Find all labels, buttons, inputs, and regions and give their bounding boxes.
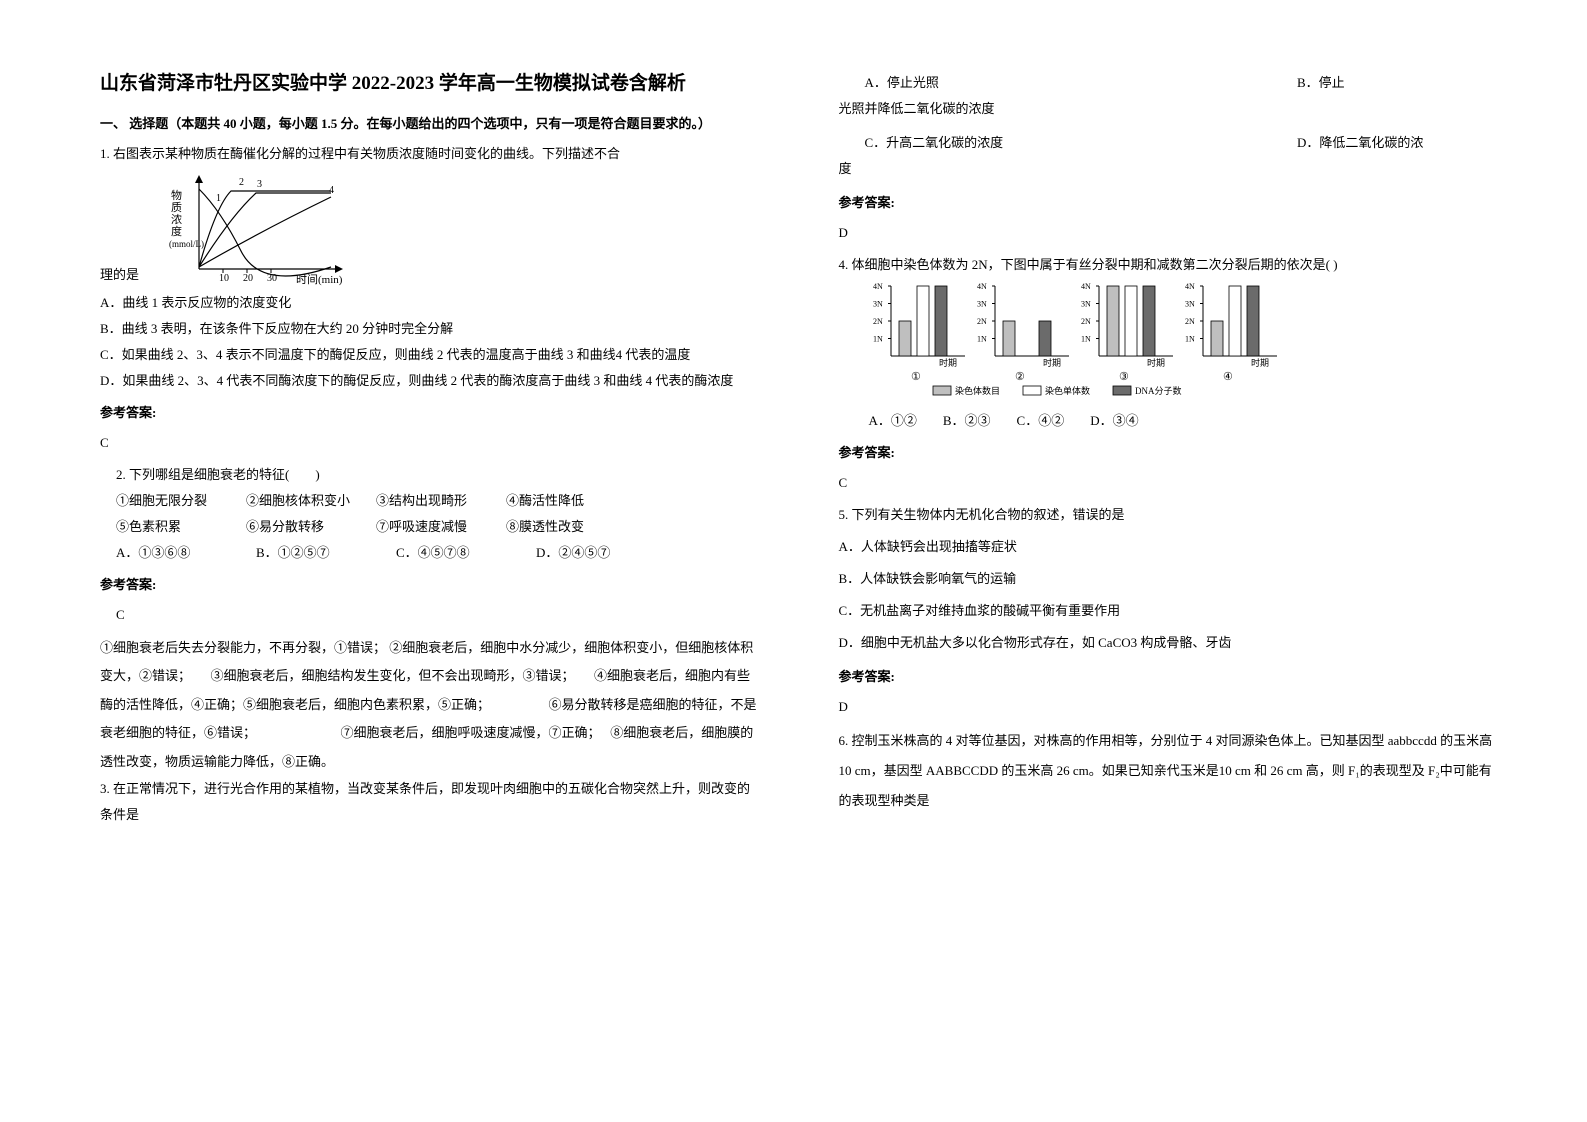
svg-text:4N: 4N bbox=[977, 282, 987, 291]
q4-ans: C bbox=[839, 470, 1498, 496]
svg-text:质: 质 bbox=[171, 201, 182, 214]
svg-text:20: 20 bbox=[243, 273, 253, 284]
q3-optB-text-1: 停止 bbox=[1319, 75, 1345, 90]
q5-optA: A．人体缺钙会出现抽搐等症状 bbox=[839, 534, 1498, 560]
q2-item4: ④酶活性降低 bbox=[506, 488, 636, 514]
svg-text:4: 4 bbox=[329, 185, 334, 196]
q2-stem: 2. 下列哪组是细胞衰老的特征( ) bbox=[116, 462, 759, 488]
q3-optA-label: A． bbox=[865, 75, 887, 90]
svg-text:2N: 2N bbox=[977, 317, 987, 326]
svg-text:②: ② bbox=[1015, 371, 1025, 383]
svg-text:2N: 2N bbox=[1081, 317, 1091, 326]
svg-text:4N: 4N bbox=[1081, 282, 1091, 291]
svg-text:3N: 3N bbox=[977, 300, 987, 309]
q1-ans: C bbox=[100, 430, 759, 456]
q3-stem: 3. 在正常情况下，进行光合作用的某植物，当改变某条件后，即发现叶肉细胞中的五碳… bbox=[100, 776, 759, 828]
q3-optD-text-1: 降低二氧化碳的浓 bbox=[1319, 135, 1423, 150]
q1-stem-prefix: 1. 右图表示某种物质在酶催化分解的过程中有关物质浓度随时间变化的曲线。下列描述… bbox=[100, 141, 759, 167]
q2-item3: ③结构出现畸形 bbox=[376, 488, 506, 514]
svg-text:③: ③ bbox=[1119, 371, 1129, 383]
q1-chart: 物 质 浓 度 (mmol/L) 时间(min) 10 20 30 bbox=[161, 171, 351, 286]
svg-text:1N: 1N bbox=[977, 335, 987, 344]
q5-stem: 5. 下列有关生物体内无机化合物的叙述，错误的是 bbox=[839, 502, 1498, 528]
q2-item1: ①细胞无限分裂 bbox=[116, 488, 246, 514]
svg-text:时期: 时期 bbox=[1147, 357, 1165, 368]
q2-ans-label: 参考答案: bbox=[100, 572, 759, 598]
q5-optB: B．人体缺铁会影响氧气的运输 bbox=[839, 566, 1498, 592]
svg-text:3N: 3N bbox=[873, 300, 883, 309]
svg-text:2: 2 bbox=[239, 177, 244, 188]
q4-options: A．①② B．②③ C．④② D．③④ bbox=[869, 408, 1498, 434]
q2-explanation: ①细胞衰老后失去分裂能力，不再分裂，①错误； ②细胞衰老后，细胞中水分减少，细胞… bbox=[100, 634, 759, 777]
svg-text:1: 1 bbox=[216, 193, 221, 204]
q5-optD: D．细胞中无机盐大多以化合物形式存在，如 CaCO3 构成骨骼、牙齿 bbox=[839, 630, 1498, 656]
q3-optC-label: C． bbox=[865, 135, 887, 150]
svg-text:3N: 3N bbox=[1185, 300, 1195, 309]
q3-optD-label: D． bbox=[1297, 135, 1319, 150]
svg-text:1N: 1N bbox=[873, 335, 883, 344]
svg-text:10: 10 bbox=[219, 273, 229, 284]
svg-text:1N: 1N bbox=[1081, 335, 1091, 344]
svg-text:3: 3 bbox=[257, 179, 262, 190]
q4-chart: 1N 2N 3N 4N 时期 ① 1N 2N 3N 4N 时期 ② 1N 2N 3N 4N 时期 ③ 1N 2N 3N 4… bbox=[863, 282, 1498, 402]
q2-item2: ②细胞核体积变小 bbox=[246, 488, 376, 514]
q5-ans: D bbox=[839, 694, 1498, 720]
svg-text:DNA分子数: DNA分子数 bbox=[1135, 385, 1182, 396]
svg-text:时期: 时期 bbox=[1251, 357, 1269, 368]
q1-optC: C．如果曲线 2、3、4 表示不同温度下的酶促反应，则曲线 2 代表的温度高于曲… bbox=[100, 342, 759, 368]
q5-ans-label: 参考答案: bbox=[839, 664, 1498, 690]
svg-text:2N: 2N bbox=[1185, 317, 1195, 326]
q3-optC-text: 升高二氧化碳的浓度 bbox=[886, 135, 1003, 150]
q3-optB-label: B． bbox=[1297, 75, 1319, 90]
svg-text:2N: 2N bbox=[873, 317, 883, 326]
svg-text:时期: 时期 bbox=[939, 357, 957, 368]
svg-text:度: 度 bbox=[171, 224, 182, 238]
q2-ans: C bbox=[116, 602, 759, 628]
q6-stem: 6. 控制玉米株高的 4 对等位基因，对株高的作用相等，分别位于 4 对同源染色… bbox=[839, 726, 1498, 816]
q2-item6: ⑥易分散转移 bbox=[246, 514, 376, 540]
section1-header: 一、 选择题（本题共 40 小题，每小题 1.5 分。在每小题给出的四个选项中，… bbox=[100, 111, 759, 137]
svg-text:染色体数目: 染色体数目 bbox=[955, 385, 1000, 396]
svg-text:3N: 3N bbox=[1081, 300, 1091, 309]
svg-text:(mmol/L): (mmol/L) bbox=[169, 239, 204, 249]
q3-optD-text-2: 度 bbox=[839, 156, 1498, 182]
q5-optC: C．无机盐离子对维持血浆的酸碱平衡有重要作用 bbox=[839, 598, 1498, 624]
svg-text:④: ④ bbox=[1223, 371, 1233, 383]
q2-optB: B．①②⑤⑦ bbox=[256, 540, 396, 566]
q1-stem-suffix: 理的是 bbox=[100, 262, 139, 290]
q2-optC: C．④⑤⑦⑧ bbox=[396, 540, 536, 566]
q2-item7: ⑦呼吸速度减慢 bbox=[376, 514, 506, 540]
q4-ans-label: 参考答案: bbox=[839, 440, 1498, 466]
svg-text:4N: 4N bbox=[873, 282, 883, 291]
svg-text:物: 物 bbox=[171, 188, 182, 202]
q3-ans-label: 参考答案: bbox=[839, 190, 1498, 216]
svg-text:①: ① bbox=[911, 371, 921, 383]
q3-options: A．停止光照 B．停止 光照并降低二氧化碳的浓度 C．升高二氧化碳的浓度 D．降… bbox=[839, 70, 1498, 182]
q2-item5: ⑤色素积累 bbox=[116, 514, 246, 540]
svg-text:染色单体数: 染色单体数 bbox=[1045, 385, 1090, 396]
svg-text:4N: 4N bbox=[1185, 282, 1195, 291]
svg-text:时期: 时期 bbox=[1043, 357, 1061, 368]
right-column: A．停止光照 B．停止 光照并降低二氧化碳的浓度 C．升高二氧化碳的浓度 D．降… bbox=[839, 70, 1498, 828]
q1-ans-label: 参考答案: bbox=[100, 400, 759, 426]
exam-title: 山东省菏泽市牡丹区实验中学 2022-2023 学年高一生物模拟试卷含解析 bbox=[100, 70, 759, 99]
q2-optD: D．②④⑤⑦ bbox=[536, 540, 676, 566]
q1-optA: A．曲线 1 表示反应物的浓度变化 bbox=[100, 290, 759, 316]
q4-stem: 4. 体细胞中染色体数为 2N，下图中属于有丝分裂中期和减数第二次分裂后期的依次… bbox=[839, 252, 1498, 278]
q3-ans: D bbox=[839, 220, 1498, 246]
svg-text:浓: 浓 bbox=[171, 213, 182, 226]
q1-optD: D．如果曲线 2、3、4 代表不同酶浓度下的酶促反应，则曲线 2 代表的酶浓度高… bbox=[100, 368, 759, 394]
q1-optB: B．曲线 3 表明，在该条件下反应物在大约 20 分钟时完全分解 bbox=[100, 316, 759, 342]
q3-optB-text-2: 光照并降低二氧化碳的浓度 bbox=[839, 96, 1498, 122]
left-column: 山东省菏泽市牡丹区实验中学 2022-2023 学年高一生物模拟试卷含解析 一、… bbox=[100, 70, 759, 828]
q2-optA: A．①③⑥⑧ bbox=[116, 540, 256, 566]
svg-text:1N: 1N bbox=[1185, 335, 1195, 344]
q3-optA-text: 停止光照 bbox=[887, 75, 939, 90]
q2-item8: ⑧膜透性改变 bbox=[506, 514, 636, 540]
